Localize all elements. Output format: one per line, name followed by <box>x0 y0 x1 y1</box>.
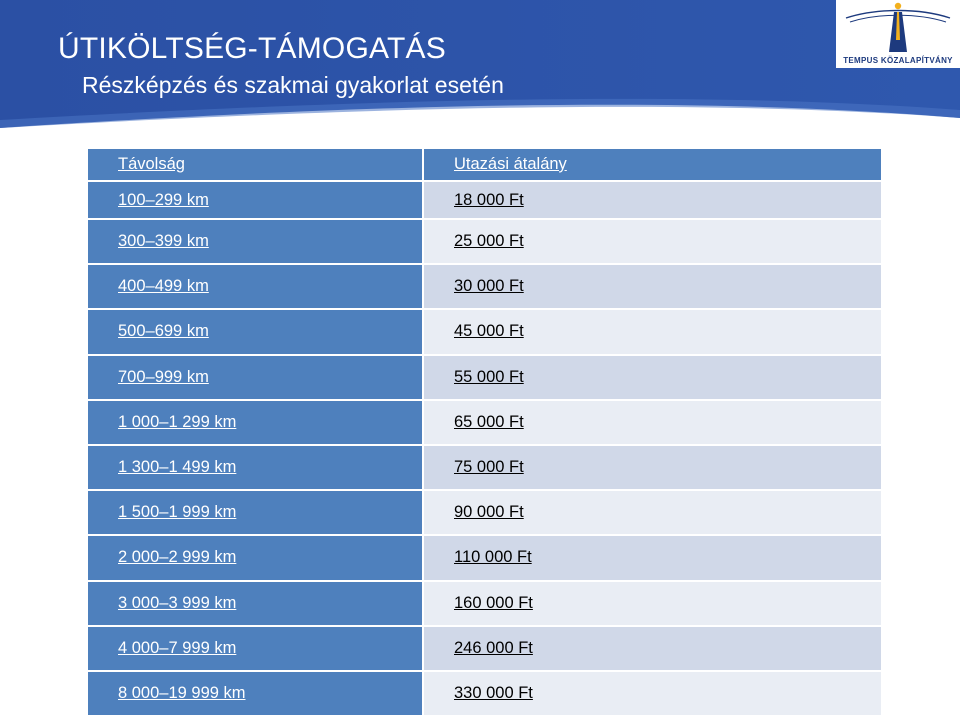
distance-cell: 1 300–1 499 km <box>88 443 424 491</box>
allowance-cell: 160 000 Ft <box>423 579 881 627</box>
table-row: 1 300–1 499 km 75 000 Ft <box>88 443 881 491</box>
table-row: 100–299 km 18 000 Ft <box>88 180 881 220</box>
tempus-logo: TEMPUS KÖZALAPÍTVÁNY <box>836 0 960 68</box>
table-row: 3 000–3 999 km 160 000 Ft <box>88 579 881 627</box>
table-row: 4 000–7 999 km 246 000 Ft <box>88 624 881 672</box>
page-subtitle: Részképzés és szakmai gyakorlat esetén <box>82 72 504 98</box>
distance-cell: 2 000–2 999 km <box>88 534 424 582</box>
distance-cell: 500–699 km <box>88 308 424 356</box>
allowance-cell: 45 000 Ft <box>423 308 881 356</box>
table-row: 400–499 km 30 000 Ft <box>88 263 881 310</box>
table-row: 300–399 km 25 000 Ft <box>88 217 881 265</box>
title-banner: ÚTIKÖLTSÉG-TÁMOGATÁS Részképzés és szakm… <box>0 0 960 130</box>
column-header-distance: Távolság <box>88 149 423 182</box>
distance-cell: 3 000–3 999 km <box>88 579 424 627</box>
distance-cell: 4 000–7 999 km <box>88 624 424 672</box>
distance-cell: 1 000–1 299 km <box>88 398 424 446</box>
table-row: 1 500–1 999 km 90 000 Ft <box>88 489 881 536</box>
banner-background <box>0 0 960 128</box>
allowance-cell: 55 000 Ft <box>423 353 881 401</box>
allowance-cell: 25 000 Ft <box>423 217 881 265</box>
table-row: 500–699 km 45 000 Ft <box>88 308 881 356</box>
allowance-cell: 18 000 Ft <box>423 180 881 220</box>
allowance-cell: 330 000 Ft <box>423 669 881 716</box>
page-title: ÚTIKÖLTSÉG-TÁMOGATÁS <box>58 32 446 65</box>
allowance-cell: 30 000 Ft <box>423 263 881 310</box>
table-header-row: Távolság Utazási átalány <box>88 149 881 182</box>
distance-cell: 8 000–19 999 km <box>88 669 424 716</box>
tempus-logo-icon <box>845 2 951 52</box>
allowance-cell: 110 000 Ft <box>423 534 881 582</box>
distance-cell: 100–299 km <box>88 180 424 220</box>
table-row: 2 000–2 999 km 110 000 Ft <box>88 534 881 582</box>
table-row: 1 000–1 299 km 65 000 Ft <box>88 398 881 446</box>
allowance-cell: 246 000 Ft <box>423 624 881 672</box>
column-header-allowance: Utazási átalány <box>422 149 881 182</box>
distance-cell: 400–499 km <box>88 263 424 310</box>
allowance-cell: 75 000 Ft <box>423 443 881 491</box>
distance-cell: 300–399 km <box>88 217 424 265</box>
table-row: 8 000–19 999 km 330 000 Ft <box>88 669 881 716</box>
table-row: 700–999 km 55 000 Ft <box>88 353 881 401</box>
allowance-cell: 65 000 Ft <box>423 398 881 446</box>
allowance-cell: 90 000 Ft <box>423 489 881 536</box>
table-body: 100–299 km 18 000 Ft 300–399 km 25 000 Ft 40… <box>88 180 881 716</box>
logo-text: TEMPUS KÖZALAPÍTVÁNY <box>843 56 953 65</box>
distance-cell: 700–999 km <box>88 353 424 401</box>
distance-cell: 1 500–1 999 km <box>88 489 424 536</box>
travel-allowance-table: Távolság Utazási átalány 100–299 km 18 00… <box>88 149 881 716</box>
